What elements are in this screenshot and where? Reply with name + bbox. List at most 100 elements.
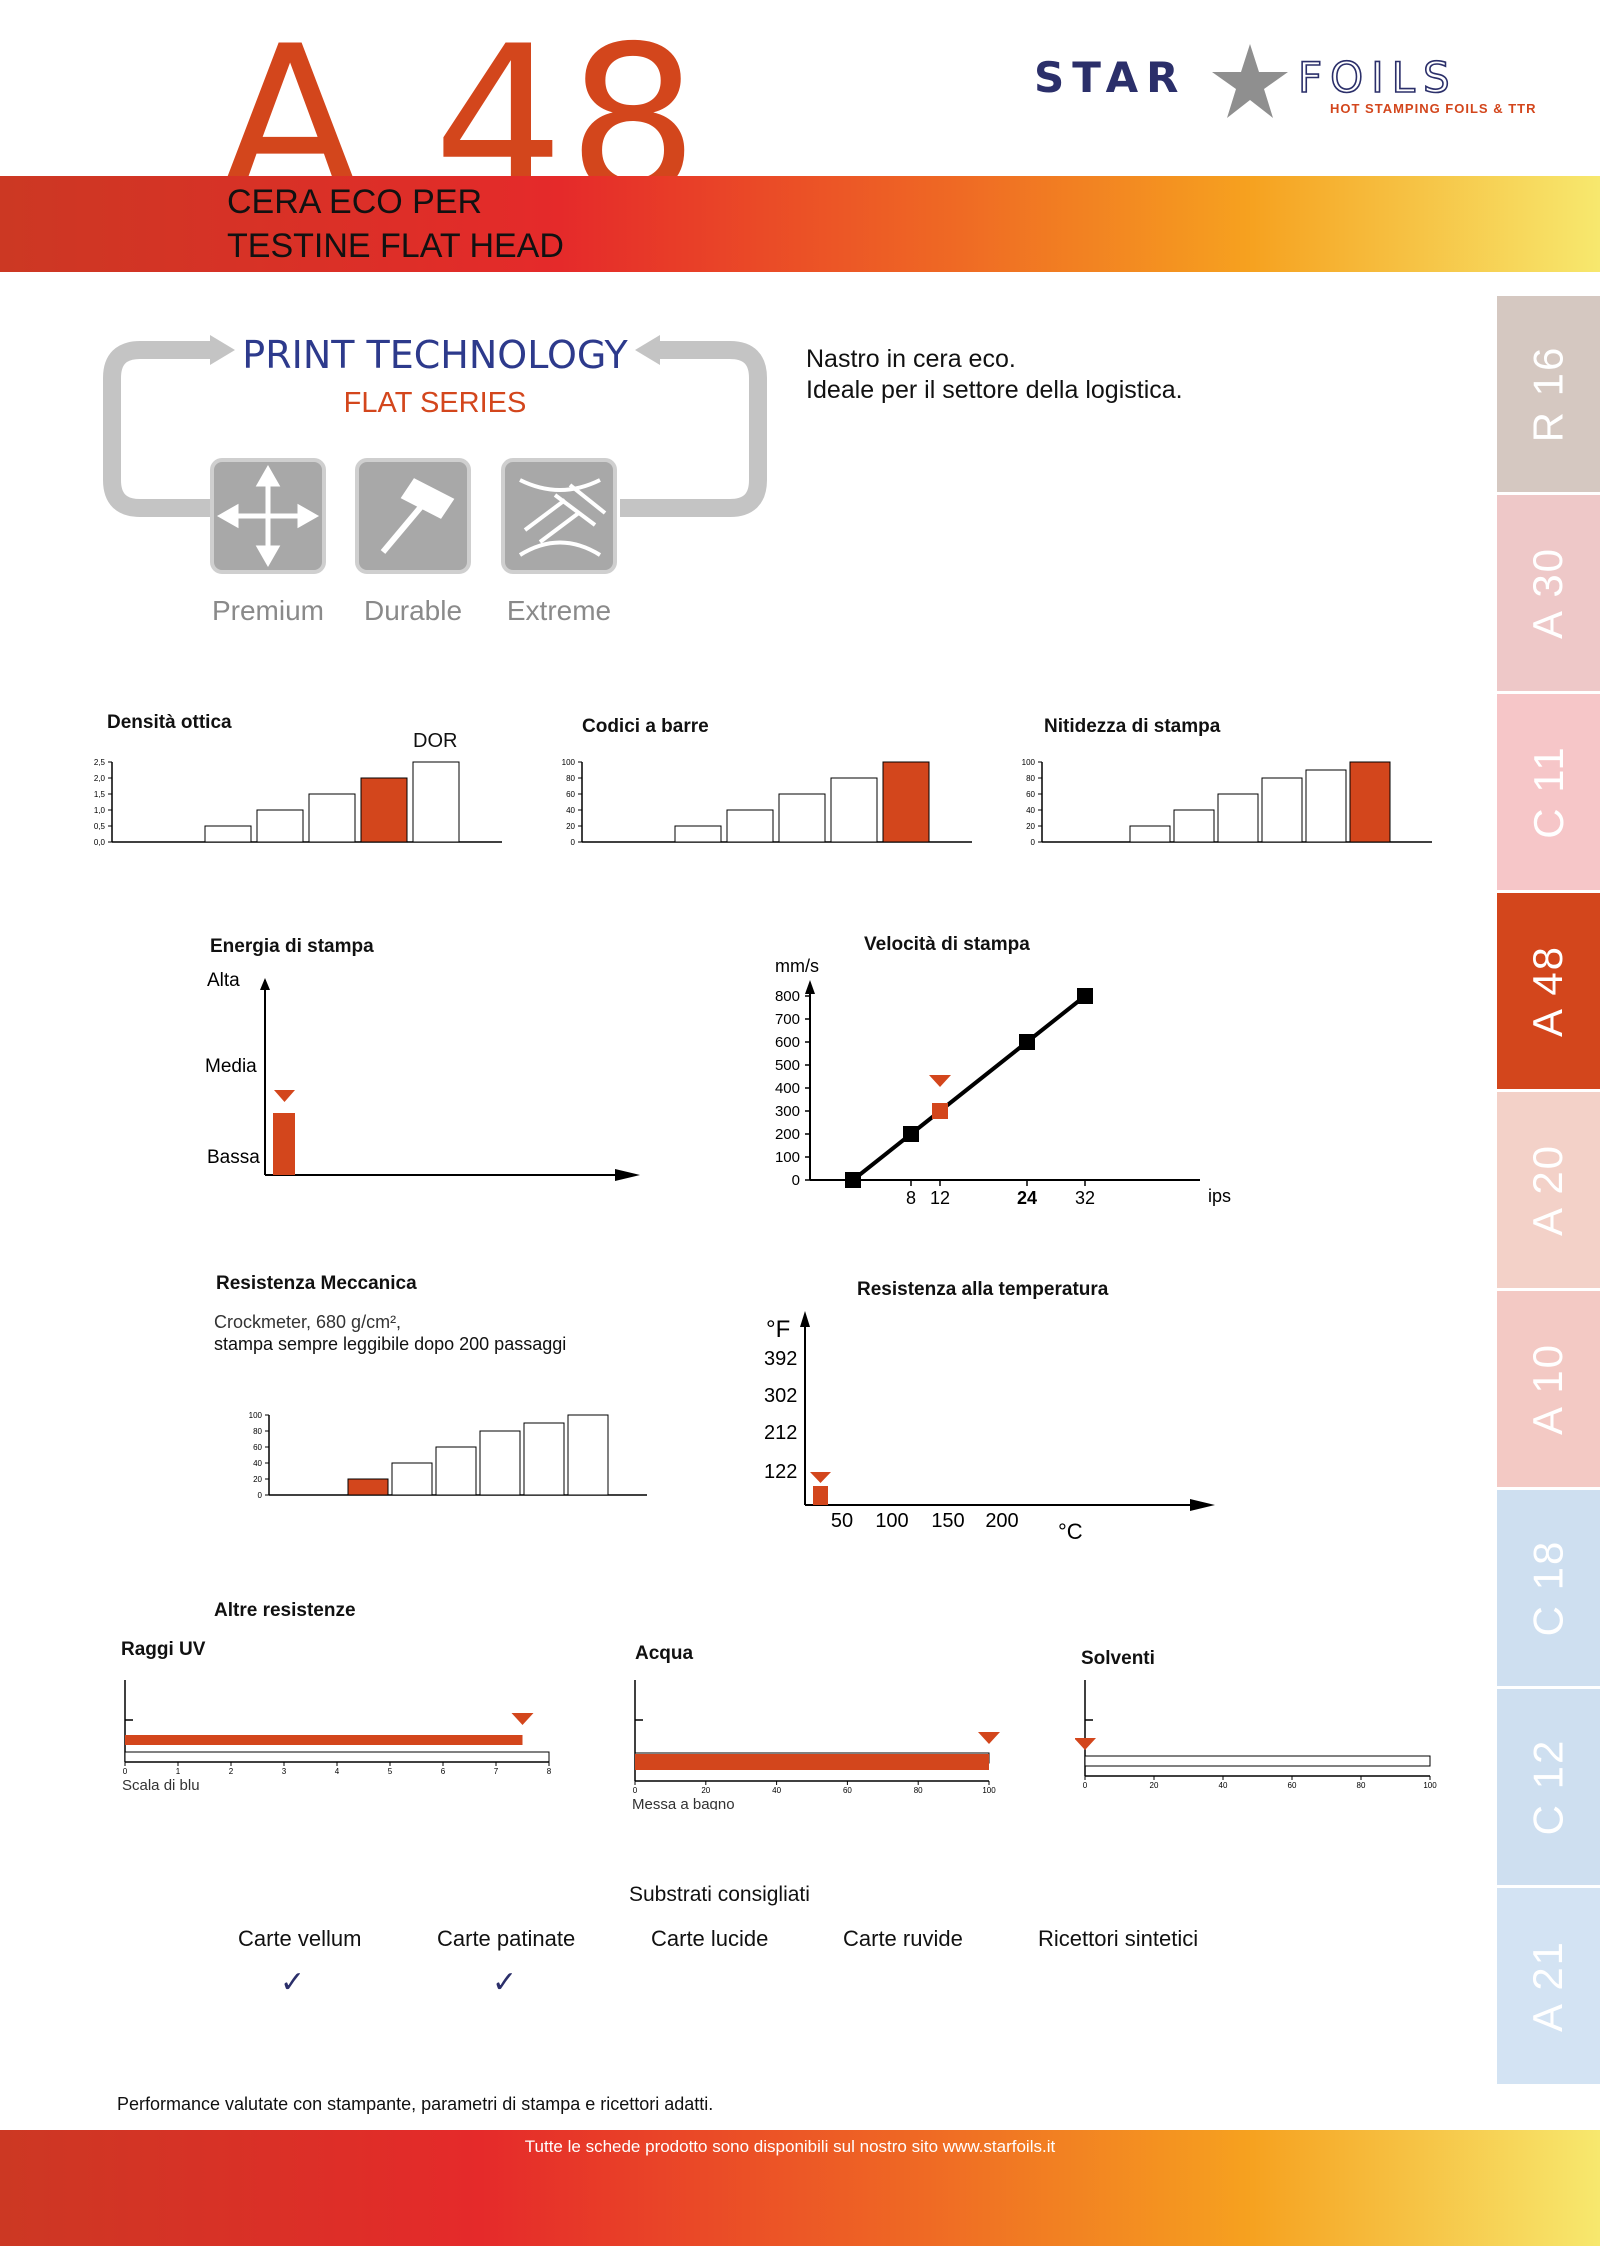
bar (523, 1422, 565, 1496)
speed-chart: mm/s 800 700 600 500 400 300 200 100 0 8 12 24 32 ips (775, 956, 1231, 1208)
tick-label: 100 (249, 1411, 263, 1420)
sidebar-tab-c-12[interactable]: C 12 (1497, 1689, 1600, 1885)
product-description: Nastro in cera eco. Ideale per il settor… (806, 344, 1183, 406)
sidebar-tab-a-30[interactable]: A 30 (1497, 495, 1600, 691)
bar (1173, 809, 1215, 843)
energy-level-label: Bassa (207, 1147, 260, 1168)
sidebar-tab-c-18[interactable]: C 18 (1497, 1490, 1600, 1686)
water-chart: 0 20 40 60 80 100 Messa a bagno (632, 1680, 1000, 1810)
cycle-arrowhead-left-icon (210, 335, 235, 365)
solvents-title: Solventi (1081, 1648, 1155, 1669)
density-chart: 2,5 2,0 1,5 1,0 0,5 0,0 (94, 758, 502, 847)
premium-label: Premium (212, 595, 324, 626)
y-arrow-icon (800, 1311, 810, 1327)
x-tick-label: 40 (772, 1786, 781, 1795)
bar (391, 1462, 433, 1496)
mech-title: Resistenza Meccanica (216, 1273, 417, 1294)
substrate-carte-lucide: Carte lucide (651, 1926, 769, 1951)
x-tick-label: 100 (1423, 1781, 1437, 1790)
value-bar (125, 1735, 523, 1745)
substrate-carte-patinate: Carte patinate (437, 1926, 576, 1951)
sidebar-tab-r-16[interactable]: R 16 (1497, 296, 1600, 492)
density-title: Densità ottica (107, 712, 232, 733)
marker-icon (1075, 1738, 1096, 1750)
y-tick-label: 600 (775, 1034, 800, 1051)
energy-chart: Alta Media Bassa (205, 970, 640, 1181)
premium-badge: Premium (210, 458, 326, 626)
bar (204, 825, 252, 843)
x-tick-label: 50 (831, 1510, 853, 1532)
density-dor-label: DOR (413, 730, 458, 752)
x-tick-label: 0 (633, 1786, 638, 1795)
description-line-1: Nastro in cera eco. (806, 345, 1016, 373)
cycle-arrow-icon (103, 341, 210, 517)
subtitle-line-1: CERA ECO PER (227, 183, 483, 221)
performance-note: Performance valutate con stampante, para… (117, 2094, 714, 2114)
tick-label: 40 (253, 1459, 262, 1468)
description-line-2: Ideale per il settore della logistica. (806, 376, 1183, 404)
sidebar-tab-a-21[interactable]: A 21 (1497, 1888, 1600, 2084)
x-unit-label: ips (1208, 1186, 1231, 1206)
temp-chart: °F 392 302 212 122 50 100 150 200 °C (764, 1311, 1215, 1544)
y-tick-label: 0 (792, 1172, 800, 1189)
value-bar (635, 1754, 989, 1770)
y-tick-label: 700 (775, 1011, 800, 1028)
x-tick-label: 0 (123, 1767, 128, 1776)
sidebar-tab-a-20[interactable]: A 20 (1497, 1092, 1600, 1288)
bar-highlight (360, 777, 408, 843)
y-tick-label: 302 (764, 1385, 797, 1407)
sidebar-tab-a-10[interactable]: A 10 (1497, 1291, 1600, 1487)
x-tick-label: 8 (547, 1767, 552, 1776)
y-arrow-icon (260, 978, 270, 990)
x-tick-label: 80 (914, 1786, 923, 1795)
tick-label: 20 (566, 822, 575, 831)
x-tick-label: 200 (985, 1510, 1018, 1532)
brand-logo: STAR FOILS (1034, 44, 1458, 118)
x-tick-label: 4 (335, 1767, 340, 1776)
bar (830, 777, 878, 843)
marker-icon (978, 1732, 1000, 1744)
solvents-chart: 0 20 40 60 80 100 (1075, 1680, 1437, 1790)
sidebar-tab-c-11[interactable]: C 11 (1497, 694, 1600, 890)
x-arrow-icon (615, 1169, 640, 1181)
sidebar-tab-label: R 16 (1524, 345, 1572, 443)
sidebar-tab-label: A 10 (1524, 1342, 1572, 1436)
brand-right: FOILS (1298, 53, 1458, 102)
brand-left: STAR (1034, 53, 1186, 102)
x-tick-label: 20 (701, 1786, 710, 1795)
x-tick-label: 0 (1083, 1781, 1088, 1790)
footer-site-note: Tutte le schede prodotto sono disponibil… (524, 2137, 1056, 2156)
sidebar-tab-label: C 11 (1524, 745, 1572, 839)
sharpness-title: Nitidezza di stampa (1044, 716, 1221, 737)
x-tick-label: 1 (176, 1767, 181, 1776)
y-tick-label: 300 (775, 1103, 800, 1120)
energy-level-label: Media (205, 1056, 257, 1077)
data-point (1077, 988, 1093, 1004)
speed-title: Velocità di stampa (864, 934, 1030, 955)
marker-icon (511, 1713, 534, 1725)
tick-label: 1,5 (94, 790, 106, 799)
mech-note-1: Crockmeter, 680 g/cm², (214, 1312, 402, 1332)
marker-icon (929, 1075, 951, 1087)
x-tick-label: 12 (930, 1188, 950, 1208)
tick-label: 100 (562, 758, 576, 767)
data-point (845, 1172, 861, 1188)
flat-series-label: FLAT SERIES (344, 387, 527, 419)
print-technology-graphic: PRINT TECHNOLOGY FLAT SERIES Premium Dur… (103, 333, 767, 626)
sidebar-tab-label: A 20 (1524, 1143, 1572, 1237)
temp-title: Resistenza alla temperatura (857, 1279, 1109, 1300)
axis-caption: Messa a bagno (632, 1796, 735, 1810)
energy-bar (273, 1113, 295, 1175)
sidebar-tab-a-48[interactable]: A 48 (1497, 893, 1600, 1089)
bar-highlight (1349, 761, 1391, 843)
energy-level-label: Alta (207, 970, 240, 991)
y-unit-label: °F (766, 1316, 790, 1343)
hammer-icon (380, 478, 455, 554)
data-point (903, 1126, 919, 1142)
bar-highlight (882, 761, 930, 843)
tick-label: 0,0 (94, 838, 106, 847)
tick-label: 0 (571, 838, 576, 847)
bar (256, 809, 304, 843)
x-tick-label: 3 (282, 1767, 287, 1776)
x-tick-label: 32 (1075, 1188, 1095, 1208)
